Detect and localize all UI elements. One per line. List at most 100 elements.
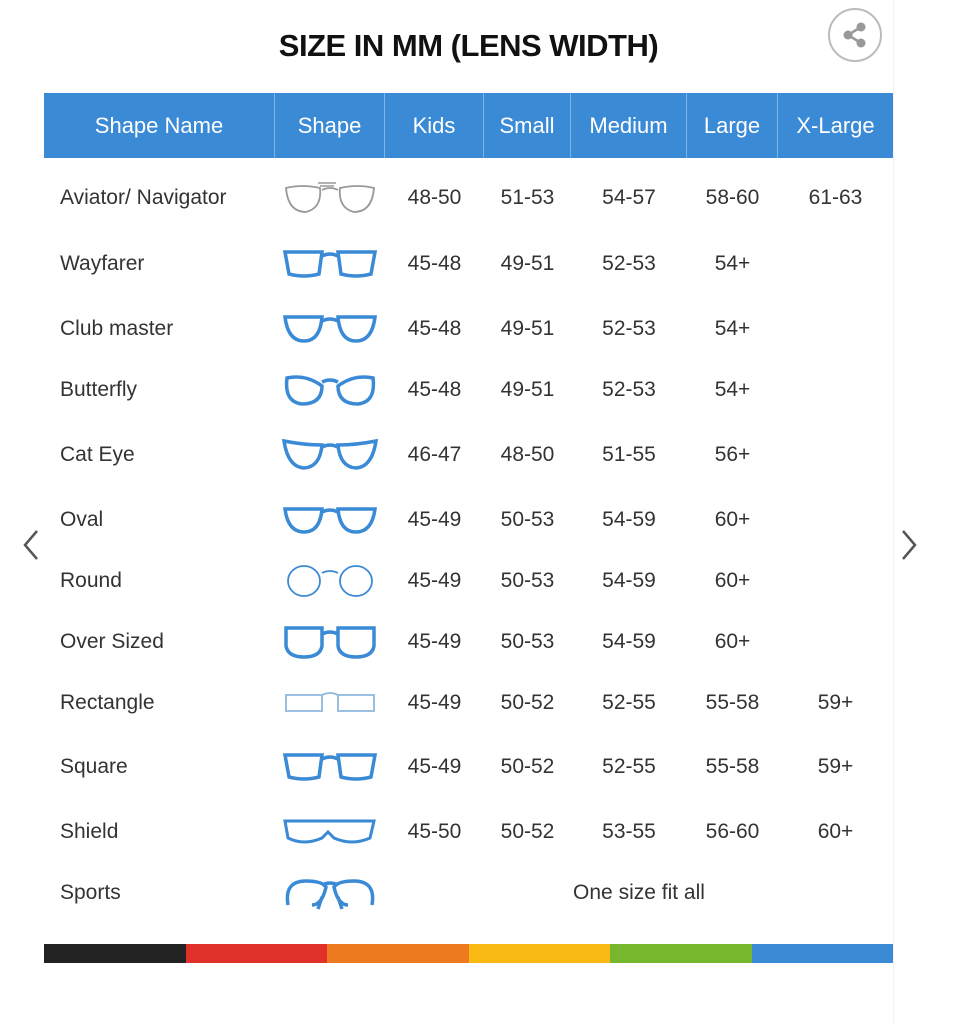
size-cell: 50-53 xyxy=(500,508,555,531)
size-cell: 52-55 xyxy=(602,755,656,778)
prev-button[interactable] xyxy=(16,525,46,565)
table-row: Rectangle 45-49 50-52 52-55 55-58 59+ xyxy=(44,678,893,728)
table-row: Club master 45-48 49-51 52-53 54+ xyxy=(44,304,893,354)
shape-image xyxy=(275,430,385,480)
table-row: Butterfly 45-48 49-51 52-53 54+ xyxy=(44,365,893,415)
size-cell: 52-55 xyxy=(602,691,656,714)
size-cell: 54-59 xyxy=(602,569,656,592)
size-cell: 45-49 xyxy=(407,755,462,778)
shape-name: Rectangle xyxy=(60,691,155,714)
shape-image xyxy=(275,678,385,728)
size-note: One size fit all xyxy=(573,881,705,904)
size-cell: 56-60 xyxy=(705,820,760,843)
shape-name: Club master xyxy=(60,317,174,340)
chevron-right-icon xyxy=(902,530,917,560)
share-button[interactable] xyxy=(828,8,882,62)
page-title: SIZE IN MM (LENS WIDTH) xyxy=(278,28,659,63)
shape-image xyxy=(275,365,385,415)
size-cell: 45-48 xyxy=(407,252,462,275)
size-cell: 45-48 xyxy=(407,378,462,401)
shape-image xyxy=(275,868,385,918)
shape-image xyxy=(275,807,385,857)
shape-image xyxy=(275,742,385,792)
shape-name: Oval xyxy=(60,508,104,531)
shape-name: Cat Eye xyxy=(60,443,135,466)
size-cell: 60+ xyxy=(714,569,751,592)
size-cell: 54-59 xyxy=(602,508,656,531)
size-cell xyxy=(778,239,893,289)
size-cell: 46-47 xyxy=(407,443,462,466)
column-header: Shape Name xyxy=(44,93,275,158)
size-cell: 52-53 xyxy=(602,317,656,340)
color-bar-segment xyxy=(468,944,610,963)
size-cell: 54-57 xyxy=(602,186,656,209)
next-button[interactable] xyxy=(894,525,924,565)
size-cell: 52-53 xyxy=(602,378,656,401)
column-header: Shape xyxy=(275,93,385,158)
column-header: Medium xyxy=(571,93,687,158)
size-cell: 54-59 xyxy=(602,630,656,653)
size-cell: 53-55 xyxy=(602,820,656,843)
clubmaster-glasses-icon xyxy=(283,315,377,343)
table-row: Sports One size fit all xyxy=(44,868,893,918)
rectangle-glasses-icon xyxy=(285,692,375,712)
column-header: X-Large xyxy=(796,112,875,138)
size-cell xyxy=(778,556,893,606)
size-cell xyxy=(778,304,893,354)
color-bar-segment xyxy=(751,944,893,963)
size-cell: 49-51 xyxy=(500,252,555,275)
color-bar-segment xyxy=(44,944,186,963)
table-row: Cat Eye 46-47 48-50 51-55 56+ xyxy=(44,430,893,480)
size-cell: 54+ xyxy=(714,252,751,275)
size-cell: 54+ xyxy=(714,378,751,401)
size-cell: 45-49 xyxy=(407,569,462,592)
size-cell: 50-52 xyxy=(500,691,555,714)
size-cell: 50-52 xyxy=(500,755,555,778)
shape-name: Over Sized xyxy=(60,630,164,653)
size-cell xyxy=(778,495,893,545)
size-cell: 48-50 xyxy=(500,443,555,466)
shape-name: Round xyxy=(60,569,122,592)
size-cell: 60+ xyxy=(817,820,854,843)
size-cell: 60+ xyxy=(714,630,751,653)
square-glasses-icon xyxy=(282,753,378,781)
shape-name: Aviator/ Navigator xyxy=(60,186,227,209)
color-bar xyxy=(44,944,893,963)
size-cell: 61-63 xyxy=(808,186,863,209)
size-cell xyxy=(778,365,893,415)
size-cell: 56+ xyxy=(714,443,751,466)
chevron-left-icon xyxy=(23,530,38,560)
color-bar-segment xyxy=(185,944,327,963)
size-cell: 59+ xyxy=(817,691,854,714)
size-cell: 45-49 xyxy=(407,691,462,714)
column-header: Kids xyxy=(385,93,484,158)
shield-glasses-icon xyxy=(283,819,376,844)
shape-image xyxy=(275,173,385,223)
oval-glasses-icon xyxy=(283,507,377,534)
size-cell: 49-51 xyxy=(500,317,555,340)
size-cell: 51-53 xyxy=(500,186,555,209)
sports-glasses-icon xyxy=(285,879,375,910)
shape-name: Shield xyxy=(60,820,119,843)
color-bar-segment xyxy=(610,944,752,963)
butterfly-glasses-icon xyxy=(284,375,376,406)
size-cell: 60+ xyxy=(714,508,751,531)
size-cell: 59+ xyxy=(817,755,854,778)
table-row: Round 45-49 50-53 54-59 60+ xyxy=(44,556,893,606)
shape-name: Wayfarer xyxy=(60,252,145,275)
size-cell: 51-55 xyxy=(602,443,656,466)
table-row: Aviator/ Navigator 48-50 51-53 54-57 58-60 61… xyxy=(44,173,893,223)
shape-image xyxy=(275,495,385,545)
shape-image xyxy=(275,617,385,667)
color-bar-segment xyxy=(327,944,469,963)
table-header: Shape Name Shape Kids Small Medium Large X-Lar… xyxy=(44,93,893,158)
size-cell: 49-51 xyxy=(500,378,555,401)
table-row: Wayfarer 45-48 49-51 52-53 54+ xyxy=(44,239,893,289)
size-cell: 45-48 xyxy=(407,317,462,340)
size-cell: 55-58 xyxy=(705,755,760,778)
shape-name: Square xyxy=(60,755,128,778)
size-cell: 45-50 xyxy=(407,820,462,843)
size-cell: 45-49 xyxy=(407,630,462,653)
aviator-glasses-icon xyxy=(285,182,375,213)
size-cell: 50-53 xyxy=(500,630,555,653)
